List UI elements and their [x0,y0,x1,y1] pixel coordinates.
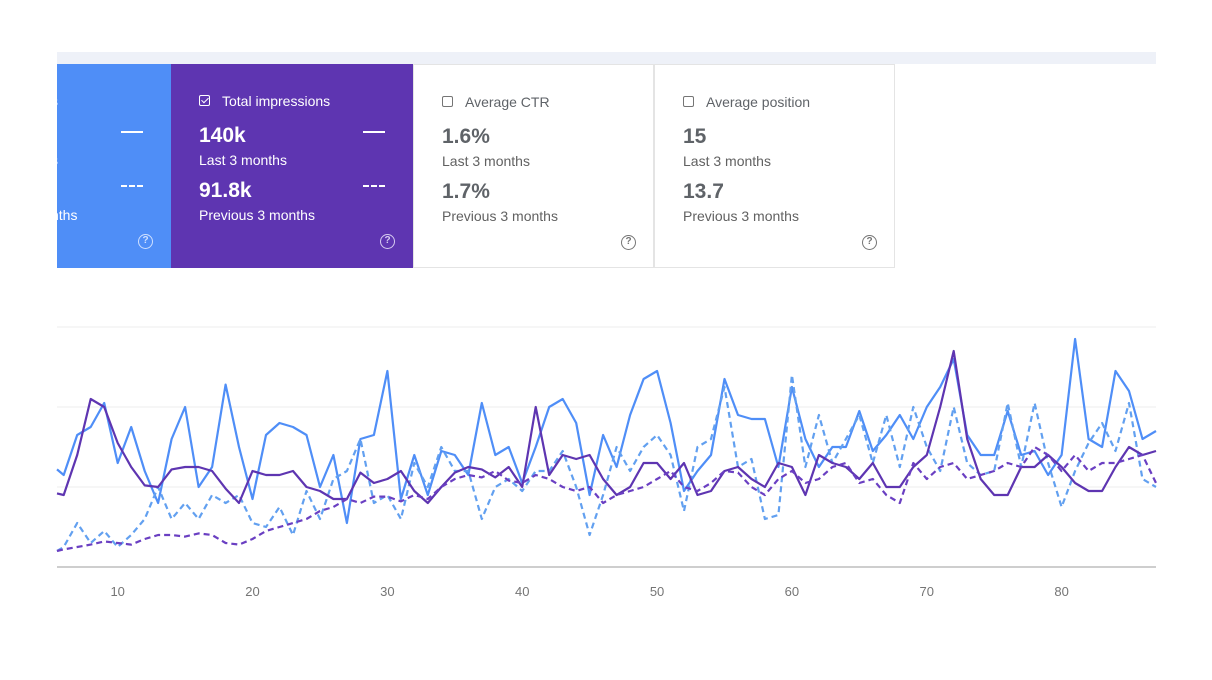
impressions-label: Total impressions [222,93,331,109]
dashed-line-legend-icon [121,185,143,187]
help-icon[interactable]: ? [621,235,636,250]
top-strip [57,52,1156,64]
x-tick-label: 20 [245,584,259,599]
clicks-period2-fragment: nths [57,207,78,223]
series-line-clicks_last [56,337,1157,525]
x-tick-label: 40 [515,584,529,599]
x-tick-label: 10 [110,584,124,599]
total-clicks-card[interactable]: s s nths ? [57,64,171,268]
help-icon[interactable]: ? [380,234,395,249]
help-icon[interactable]: ? [138,234,153,249]
impressions-value-previous: 91.8k [199,179,252,202]
average-ctr-card[interactable]: Average CTR 1.6% Last 3 months 1.7% Prev… [413,64,654,268]
solid-line-legend-icon [363,131,385,133]
clicks-label-fragment: s [57,93,58,109]
x-tick-label: 50 [650,584,664,599]
ctr-value-previous: 1.7% [442,180,490,203]
ctr-label: Average CTR [465,94,550,110]
dashed-line-legend-icon [363,185,385,187]
x-tick-label: 70 [920,584,934,599]
x-tick-label: 30 [380,584,394,599]
ctr-period-current: Last 3 months [442,153,530,169]
position-checkbox[interactable] [683,96,694,107]
position-period-previous: Previous 3 months [683,208,799,224]
x-tick-label: 60 [785,584,799,599]
help-icon[interactable]: ? [862,235,877,250]
solid-line-legend-icon [121,131,143,133]
ctr-checkbox[interactable] [442,96,453,107]
series-line-impressions_prev [56,445,1157,553]
impressions-value-current: 140k [199,124,246,147]
position-period-current: Last 3 months [683,153,771,169]
impressions-period-previous: Previous 3 months [199,207,315,223]
x-tick-label: 80 [1054,584,1068,599]
position-label: Average position [706,94,811,110]
ctr-period-previous: Previous 3 months [442,208,558,224]
clicks-period-fragment: s [57,152,58,168]
metric-cards: s s nths ? Total impressions 140k Last 3… [57,64,897,268]
total-impressions-card[interactable]: Total impressions 140k Last 3 months 91.… [171,64,413,268]
impressions-period-current: Last 3 months [199,152,287,168]
position-value-current: 15 [683,125,707,148]
average-position-card[interactable]: Average position 15 Last 3 months 13.7 P… [654,64,895,268]
ctr-value-current: 1.6% [442,125,490,148]
position-value-previous: 13.7 [683,180,724,203]
impressions-checkbox[interactable] [199,95,210,106]
series-line-impressions_last [56,349,1157,505]
